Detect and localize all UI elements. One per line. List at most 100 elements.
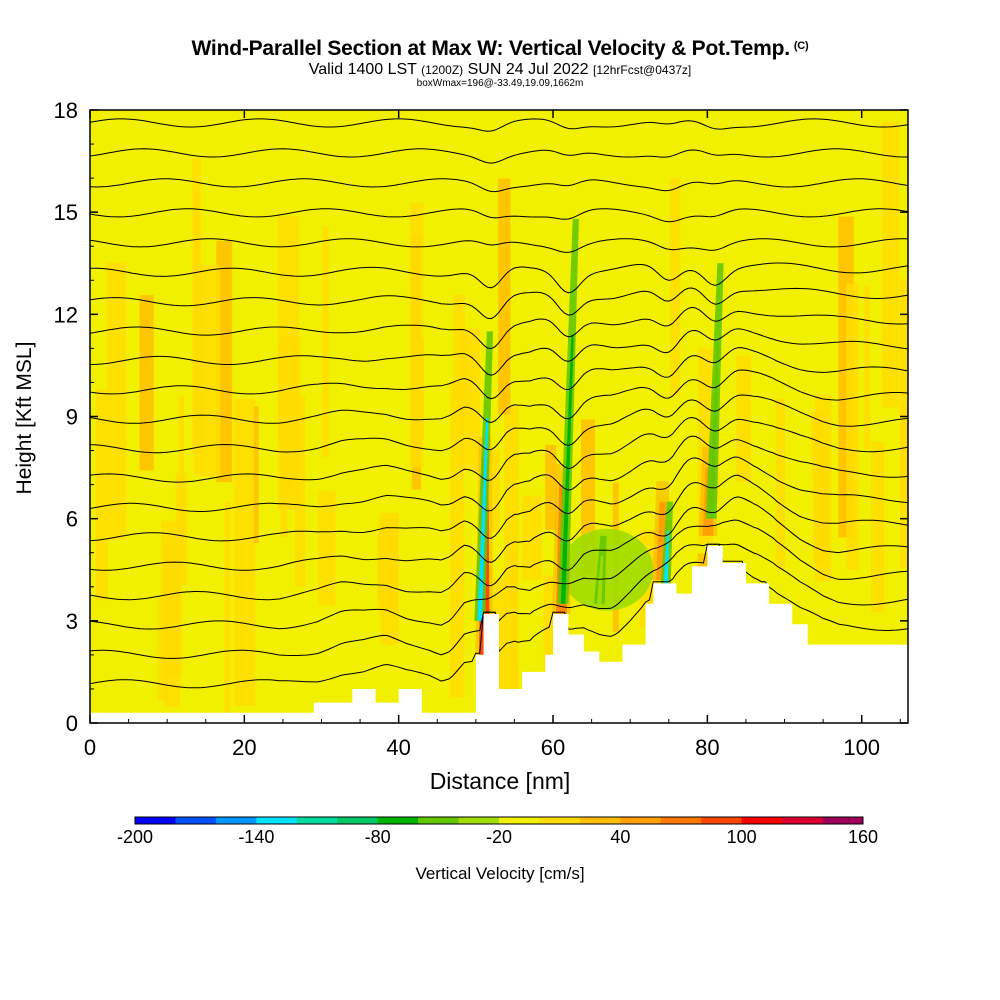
velocity-streak [139,295,154,471]
velocity-streak [510,553,519,712]
isentrope [90,287,908,320]
colorbar-swatch [458,817,500,824]
velocity-streak [522,495,542,580]
y-axis: 0 3 6 9 12 15 18 [54,98,908,736]
isentrope [90,519,908,630]
chart-title: Wind-Parallel Section at Max W: Vertical… [191,37,809,60]
velocity-streak [161,520,182,675]
chart-subtitle: Valid 1400 LST (1200Z) SUN 24 Jul 2022 [… [308,61,692,78]
colorbar-swatch [701,817,743,824]
colorbar-swatch [579,817,621,824]
colorbar-swatch [135,817,176,824]
isentrope [90,456,908,542]
velocity-streak [882,121,900,408]
velocity-streak [234,399,256,706]
isentrope [90,369,908,424]
downdraft-region [560,528,654,611]
velocity-streak [863,286,870,450]
downdraft-core [477,418,489,621]
velocity-streak [322,226,329,457]
terrain [90,545,908,723]
velocity-streak [775,398,785,570]
isentrope [90,474,908,571]
isentrope [90,394,908,454]
x-tick-label: 60 [541,735,565,760]
chart-box-info: boxWmax=196@-33.49,19.09,1662m [416,78,584,89]
x-tick-label: 40 [386,735,410,760]
velocity-streak [278,216,299,510]
isentrope [90,238,908,253]
colorbar-swatch [620,817,662,824]
downdraft-core [662,531,670,601]
velocity-streak [498,178,511,415]
colorbar-tick-label: 40 [610,827,630,847]
velocity-streak [107,262,127,541]
isentrope [90,347,908,400]
downdraft-core [560,334,574,604]
isentrope [90,148,908,164]
isentrope [90,416,908,483]
colorbar-swatch [782,817,824,824]
isentrope [90,178,908,193]
colorbar: -200 -140 -80 -20 40 100 160 [117,816,878,847]
isentrope [90,496,908,601]
velocity-streak [900,405,908,499]
x-axis-label: Distance [nm] [429,768,571,794]
colorbar-tick-label: 160 [848,827,878,847]
colorbar-swatch [377,817,419,824]
velocity-streak [413,340,424,441]
velocity-streak [295,396,306,587]
colorbar-swatch [215,817,257,824]
colorbar-tick-label: 100 [727,827,757,847]
colorbar-swatch [296,817,338,824]
colorbar-swatch [418,817,460,824]
velocity-streak [253,406,259,544]
isentrope [90,208,908,223]
velocity-streak [318,491,336,606]
velocity-streak [669,178,681,396]
y-tick-label: 3 [66,609,78,634]
y-tick-label: 9 [66,405,78,430]
y-tick-label: 12 [54,302,78,327]
isentrope [90,262,908,294]
plot-area [90,110,908,723]
y-tick-label: 18 [54,98,78,123]
velocity-streak [450,381,465,698]
velocity-streak [545,445,557,530]
colorbar-swatch [175,817,217,824]
colorbar-label: Vertical Velocity [cm/s] [415,864,585,883]
isentrope [90,118,908,132]
x-axis: 0 20 40 60 80 100 [84,110,901,760]
x-tick-label: 80 [695,735,719,760]
colorbar-swatch [822,817,864,824]
velocity-streak [821,455,829,530]
velocity-streak [459,328,480,472]
isentrope [90,435,908,512]
x-tick-label: 0 [84,735,96,760]
isentrope [90,328,908,376]
downdraft-core [708,339,720,519]
colorbar-tick-label: -80 [365,827,391,847]
y-tick-label: 15 [54,200,78,225]
y-axis-label: Height [Kft MSL] [13,341,36,495]
colorbar-swatch [539,817,581,824]
colorbar-swatch [337,817,379,824]
isentrope [90,306,908,350]
velocity-streak [95,389,108,601]
y-tick-label: 6 [66,507,78,532]
colorbar-swatch [256,817,298,824]
velocity-streak [491,449,500,533]
colorbar-tick-label: -20 [486,827,512,847]
x-tick-label: 100 [843,735,880,760]
velocity-streak [871,441,885,613]
colorbar-swatch [499,817,540,824]
velocity-streak [543,575,555,715]
colorbar-tick-label: -200 [117,827,153,847]
velocity-streak [811,411,823,478]
velocity-streak [199,265,221,477]
colorbar-swatch [660,817,702,824]
velocity-streak [224,501,231,723]
x-tick-label: 20 [232,735,256,760]
colorbar-tick-label: -140 [238,827,274,847]
